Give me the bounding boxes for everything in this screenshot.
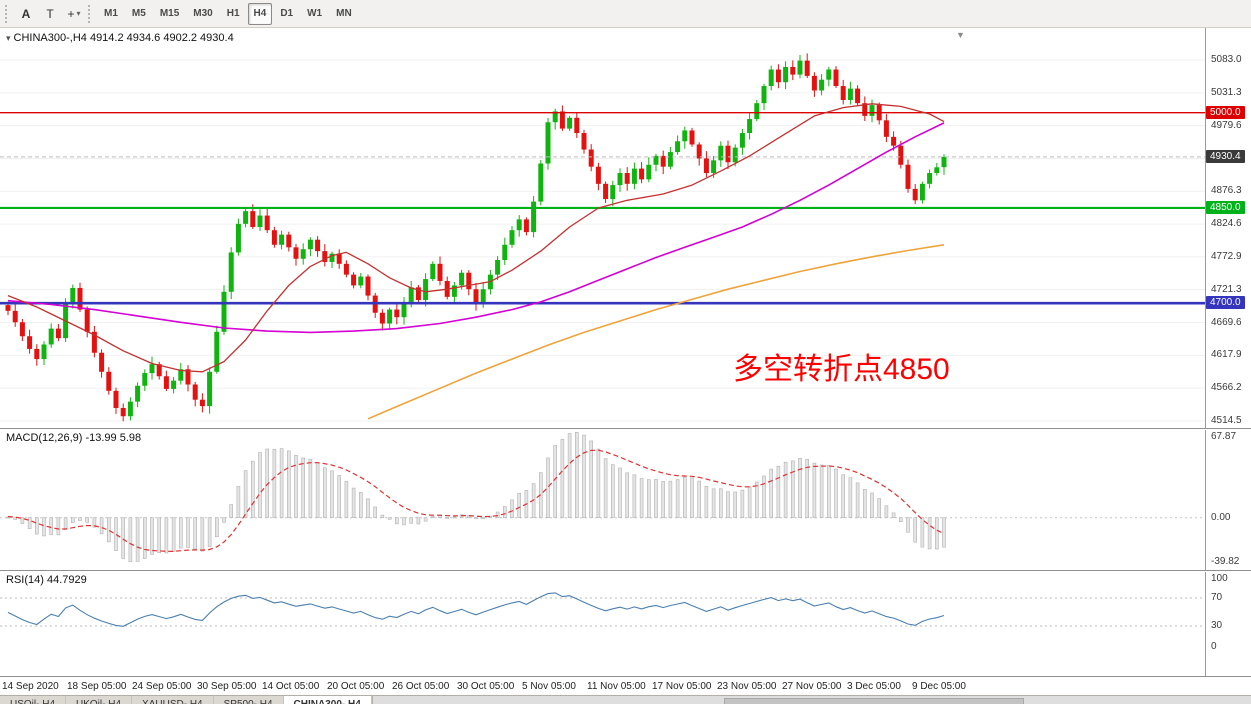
time-axis-label: 14 Oct 05:00: [262, 681, 320, 692]
time-axis-label: 14 Sep 2020: [2, 681, 59, 692]
time-axis[interactable]: 14 Sep 2020 18 Sep 05:00 24 Sep 05:00 30 Se…: [0, 677, 1205, 695]
window-tab-bar: USOil-,H4 UKOil-,H4 XAUUSD-,H4 SP500-,H4…: [0, 695, 1251, 704]
rsi-chart-canvas[interactable]: [0, 572, 1205, 676]
price-tick-label: 4669.6: [1211, 316, 1242, 328]
time-axis-label: 11 Nov 05:00: [587, 681, 646, 692]
price-axis-separator: [1205, 28, 1206, 677]
tab-xauusd[interactable]: XAUUSD-,H4: [132, 696, 214, 704]
ma-orange: [367, 244, 945, 420]
macd-header: MACD(12,26,9) -13.99 5.98: [6, 432, 142, 444]
tf-button-m15[interactable]: M15: [159, 8, 180, 19]
pane-separator[interactable]: [0, 428, 1251, 430]
price-tick-label: 4617.9: [1211, 349, 1242, 361]
chart-annotation-text[interactable]: 多空转折点4850: [733, 353, 950, 386]
toolbar-grip[interactable]: [5, 4, 10, 23]
time-axis-label: 23 Nov 05:00: [717, 681, 777, 692]
chart-title: ▾ CHINA300-,H4 4914.2 4934.6 4902.2 4930.…: [6, 32, 234, 44]
time-axis-label: 20 Oct 05:00: [327, 681, 385, 692]
price-badge-4930.4: 4930.4: [1206, 149, 1245, 163]
tab-china300[interactable]: CHINA300-,H4: [283, 696, 372, 704]
rsi-line: [7, 592, 945, 627]
tab-ukoil[interactable]: UKOil-,H4: [66, 696, 133, 704]
price-badge-4850.0: 4850.0: [1206, 200, 1245, 214]
symbol-ohlc-text: CHINA300-,H4 4914.2 4934.6 4902.2 4930.4: [13, 32, 234, 44]
tf-button-h4[interactable]: H4: [247, 2, 273, 25]
price-badge-5000.0: 5000.0: [1206, 105, 1245, 119]
crosshair-icon: +: [67, 6, 75, 21]
price-tick-label: 4514.5: [1211, 414, 1242, 426]
price-badge-4700.0: 4700.0: [1206, 296, 1245, 310]
rsi-header: RSI(14) 44.7929: [6, 574, 87, 586]
macd-tick-label: 67.87: [1211, 431, 1237, 442]
tab-sp500[interactable]: SP500-,H4: [213, 696, 284, 704]
price-tick-label: 4979.6: [1211, 119, 1242, 131]
macd-histogram: [6, 432, 946, 563]
tf-button-w1[interactable]: W1: [307, 8, 323, 19]
rsi-tick-label: 30: [1211, 620, 1223, 631]
chart-shift-marker[interactable]: ▼: [956, 30, 965, 40]
price-tick-label: 4772.9: [1211, 250, 1242, 262]
crosshair-tool-button[interactable]: + ▾: [63, 3, 85, 25]
time-axis-label: 18 Sep 05:00: [67, 681, 127, 692]
time-axis-label: 30 Sep 05:00: [197, 681, 257, 692]
time-axis-label: 9 Dec 05:00: [912, 681, 966, 692]
tab-usoil[interactable]: USOil-,H4: [0, 696, 67, 704]
price-tick-label: 4721.3: [1211, 283, 1242, 295]
symbol-marker-icon: ▾: [6, 33, 11, 43]
tf-button-m30[interactable]: M30: [193, 8, 213, 19]
macd-tick-label: 0.00: [1211, 511, 1231, 523]
h-scrollbar-thumb[interactable]: [724, 698, 1025, 704]
tf-button-h1[interactable]: H1: [226, 8, 240, 19]
price-tick-label: 4876.3: [1211, 185, 1242, 197]
tf-button-m1[interactable]: M1: [104, 8, 118, 19]
time-axis-label: 5 Nov 05:00: [522, 681, 576, 692]
rsi-tick-label: 0: [1211, 641, 1217, 652]
top-toolbar: A T + ▾ M1 M5 M15 M30 H1 H4 D1 W1 MN: [0, 0, 1251, 28]
price-tick-label: 5083.0: [1211, 54, 1242, 65]
macd-chart-canvas[interactable]: [0, 430, 1205, 570]
price-tick-label: 4824.6: [1211, 218, 1242, 230]
pane-separator[interactable]: [0, 570, 1251, 572]
time-axis-label: 24 Sep 05:00: [132, 681, 192, 692]
cursor-tool-button[interactable]: A: [21, 6, 31, 21]
price-tick-label: 5031.3: [1211, 86, 1242, 98]
price-chart-canvas[interactable]: [0, 28, 1205, 428]
ma-magenta: [7, 122, 945, 334]
toolbar-grip[interactable]: [88, 4, 93, 23]
time-axis-label: 17 Nov 05:00: [652, 681, 712, 692]
text-tool-button[interactable]: T: [46, 6, 54, 21]
rsi-tick-label: 100: [1211, 573, 1228, 584]
ma-red: [7, 103, 945, 373]
time-axis-label: 30 Oct 05:00: [457, 681, 515, 692]
horizontal-scrollbar[interactable]: [371, 696, 1251, 704]
time-axis-label: 27 Nov 05:00: [782, 681, 842, 692]
tf-button-mn[interactable]: MN: [336, 8, 352, 19]
macd-signal-line: [7, 449, 945, 553]
tf-button-m5[interactable]: M5: [131, 8, 146, 19]
rsi-tick-label: 70: [1211, 592, 1223, 603]
price-tick-label: 4566.2: [1211, 382, 1242, 394]
time-axis-label: 3 Dec 05:00: [847, 681, 901, 692]
chevron-down-icon: ▾: [76, 9, 81, 18]
macd-tick-label: -39.82: [1211, 556, 1240, 567]
price-gridlines: [0, 59, 1205, 422]
tf-button-d1[interactable]: D1: [280, 8, 294, 19]
time-axis-label: 26 Oct 05:00: [392, 681, 450, 692]
